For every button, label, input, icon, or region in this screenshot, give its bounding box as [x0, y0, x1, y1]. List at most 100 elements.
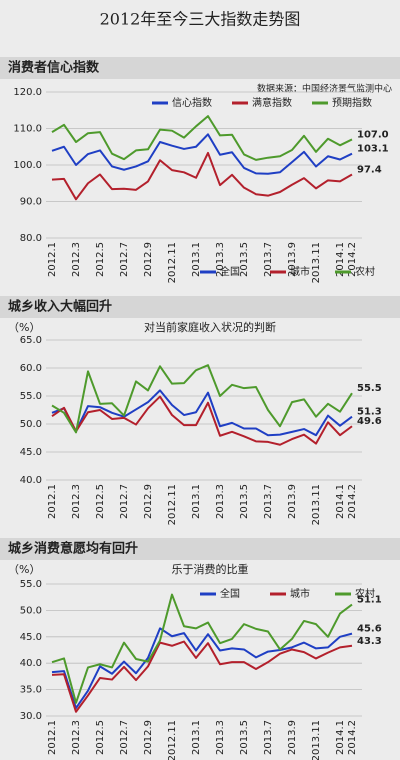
legend-label: 信心指数 [172, 96, 212, 109]
y-tick-label: 30.0 [20, 711, 42, 722]
x-tick-label: 2013.3 [215, 484, 226, 519]
series-line [51, 151, 353, 201]
value-label: 51.3 [357, 407, 382, 418]
x-tick-label: 2012.9 [143, 242, 154, 277]
x-tick-label: 2013.7 [263, 484, 274, 519]
legend-label: 农村 [355, 587, 375, 600]
x-tick-label: 2013.9 [287, 484, 298, 519]
legend-label: 满意指数 [252, 96, 292, 109]
y-tick-label: 40.0 [20, 475, 42, 486]
y-tick-label: 55.0 [20, 391, 42, 402]
x-tick-label: 2013.9 [287, 242, 298, 277]
value-label: 51.1 [357, 595, 382, 606]
y-unit: （%） [8, 321, 40, 334]
y-tick-label: 90.0 [20, 197, 42, 208]
y-tick-label: 80.0 [20, 233, 42, 244]
x-tick-label: 2012.9 [143, 484, 154, 519]
x-tick-label: 2012.5 [95, 484, 106, 519]
x-tick-label: 2013.3 [215, 720, 226, 755]
legend-label: 农村 [355, 265, 375, 278]
series-line [51, 627, 353, 710]
series-line [51, 364, 353, 434]
x-tick-label: 2013.11 [311, 242, 322, 283]
value-label: 55.5 [357, 383, 382, 394]
source-note: 数据来源：中国经济景气监测中心 [257, 83, 392, 95]
x-tick-label: 2013.5 [239, 720, 250, 755]
x-tick-label: 2014.1 [335, 720, 346, 755]
y-unit: （%） [8, 563, 40, 576]
chart-title: 城乡收入大幅回升 [8, 299, 112, 315]
x-tick-label: 2013.1 [191, 242, 202, 277]
value-label: 107.0 [357, 129, 389, 140]
x-tick-label: 2012.7 [119, 242, 130, 277]
y-tick-label: 40.0 [20, 658, 42, 669]
value-label: 45.6 [357, 624, 382, 635]
x-tick-label: 2012.9 [143, 720, 154, 755]
x-tick-label: 2014.1 [335, 484, 346, 519]
chart-subtitle: 对当前家庭收入状况的判断 [144, 320, 276, 334]
value-label: 97.4 [357, 164, 382, 175]
x-tick-label: 2014.2 [347, 484, 358, 519]
y-tick-label: 65.0 [20, 335, 42, 346]
legend-label: 城市 [290, 587, 310, 600]
chart-title: 城乡消费意愿均有回升 [8, 541, 138, 557]
y-tick-label: 100.0 [13, 160, 42, 171]
chart-title: 消费者信心指数 [8, 60, 100, 76]
x-tick-label: 2012.1 [47, 720, 58, 755]
series-line [51, 115, 353, 161]
x-tick-label: 2013.9 [287, 720, 298, 755]
y-tick-label: 60.0 [20, 363, 42, 374]
y-tick-label: 45.0 [20, 632, 42, 643]
x-tick-label: 2012.3 [71, 242, 82, 277]
x-tick-label: 2013.5 [239, 484, 250, 519]
x-tick-label: 2013.7 [263, 242, 274, 277]
section-header [0, 538, 400, 560]
series-line [51, 593, 353, 704]
section-header [0, 296, 400, 318]
y-tick-label: 35.0 [20, 685, 42, 696]
y-tick-label: 45.0 [20, 447, 42, 458]
page-title: 2012年至今三大指数走势图 [100, 10, 301, 29]
x-tick-label: 2014.1 [335, 242, 346, 277]
y-tick-label: 55.0 [20, 579, 42, 590]
x-tick-label: 2013.1 [191, 720, 202, 755]
x-tick-label: 2013.5 [239, 242, 250, 277]
chart-subtitle: 乐于消费的比重 [172, 562, 249, 576]
legend-label: 全国 [220, 265, 240, 278]
section-header [0, 57, 400, 79]
series-line [51, 640, 353, 713]
x-tick-label: 2012.3 [71, 484, 82, 519]
x-tick-label: 2012.11 [167, 242, 178, 283]
y-tick-label: 110.0 [13, 124, 42, 135]
x-tick-label: 2012.5 [95, 720, 106, 755]
x-tick-label: 2012.1 [47, 484, 58, 519]
x-tick-label: 2012.3 [71, 720, 82, 755]
value-label: 49.6 [357, 416, 382, 427]
x-tick-label: 2013.7 [263, 720, 274, 755]
y-tick-label: 120.0 [13, 87, 42, 98]
legend-label: 预期指数 [332, 96, 372, 109]
x-tick-label: 2012.5 [95, 242, 106, 277]
x-tick-label: 2014.2 [347, 720, 358, 755]
legend-label: 全国 [220, 587, 240, 600]
x-tick-label: 2014.2 [347, 242, 358, 277]
legend-label: 城市 [290, 265, 310, 278]
x-tick-label: 2013.11 [311, 484, 322, 525]
x-tick-label: 2012.1 [47, 242, 58, 277]
series-line [51, 389, 353, 437]
x-tick-label: 2013.11 [311, 720, 322, 760]
x-tick-label: 2012.11 [167, 484, 178, 525]
x-tick-label: 2013.1 [191, 484, 202, 519]
y-tick-label: 50.0 [20, 605, 42, 616]
value-label: 103.1 [357, 144, 389, 155]
x-tick-label: 2012.11 [167, 720, 178, 760]
value-label: 43.3 [357, 636, 382, 647]
series-line [51, 133, 353, 175]
x-tick-label: 2012.7 [119, 720, 130, 755]
x-tick-label: 2012.7 [119, 484, 130, 519]
x-tick-label: 2013.3 [215, 242, 226, 277]
series-line [51, 395, 353, 446]
y-tick-label: 50.0 [20, 419, 42, 430]
